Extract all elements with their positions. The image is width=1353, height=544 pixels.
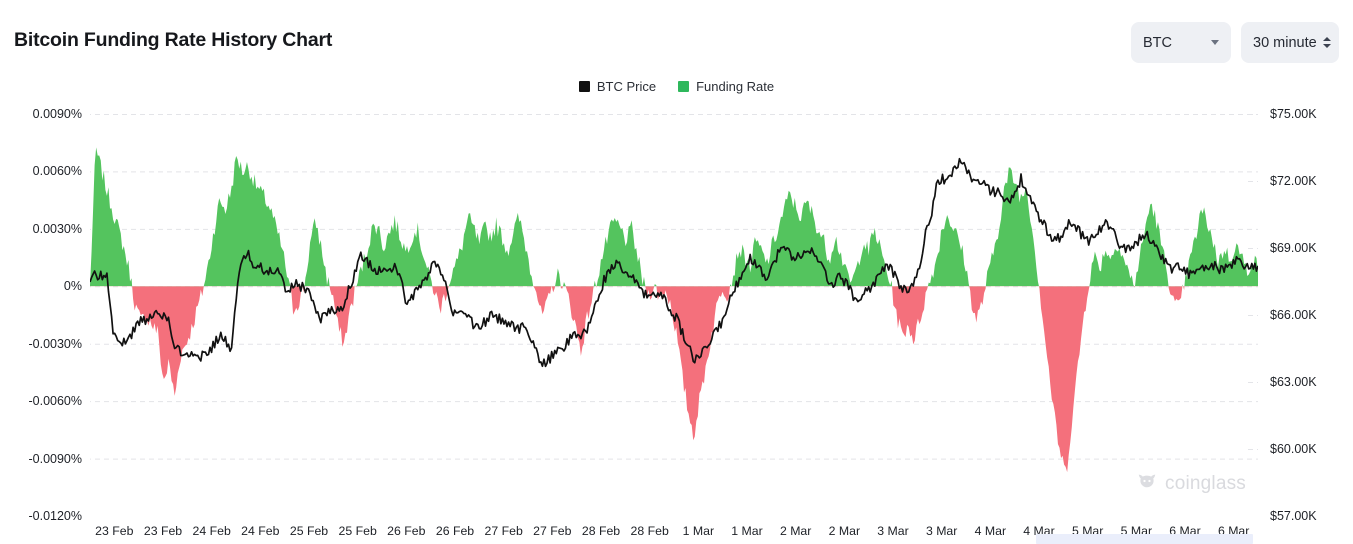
right-axis-tick: $72.00K [1270, 174, 1317, 188]
left-axis-tick: 0.0030% [32, 221, 82, 236]
funding-rate-area [90, 147, 1258, 287]
x-axis-tick: 25 Feb [289, 524, 329, 538]
x-axis-tick: 1 Mar [731, 524, 763, 538]
x-axis-tick: 23 Feb [143, 524, 183, 538]
x-axis-tick: 1 Mar [682, 524, 715, 538]
legend-swatch-icon [678, 81, 690, 92]
right-axis-tick: $69.00K [1270, 241, 1317, 255]
asset-selector-value: BTC [1143, 34, 1172, 51]
funding-rate-area [90, 286, 1258, 473]
x-axis-tick: 23 Feb [95, 524, 134, 538]
x-axis-tick: 27 Feb [484, 524, 523, 538]
legend-item-funding-rate[interactable]: Funding Rate [678, 79, 774, 94]
x-axis-tick: 27 Feb [533, 524, 572, 538]
chart-controls: BTC 30 minute [1131, 22, 1339, 63]
x-axis-tick: 26 Feb [387, 524, 426, 538]
right-axis-tick: $66.00K [1270, 308, 1317, 322]
asset-selector[interactable]: BTC [1131, 22, 1231, 63]
right-axis: $75.00K $72.00K $69.00K $66.00K $63.00K $60.0… [1264, 107, 1353, 523]
legend-label: BTC Price [596, 79, 657, 94]
timeframe-selector[interactable]: 30 minute [1241, 22, 1339, 63]
x-axis-tick: 3 Mar [925, 524, 958, 538]
x-axis-tick: 2 Mar [779, 524, 812, 538]
chart-range-scrollbar[interactable] [90, 534, 1258, 544]
x-axis-tick: 2 Mar [828, 524, 861, 538]
left-axis-tick: -0.0090% [28, 451, 82, 466]
left-axis-tick: 0.0090% [32, 107, 82, 121]
left-axis-tick: 0.0060% [32, 164, 82, 179]
right-axis-tick: $75.00K [1270, 107, 1317, 121]
legend-swatch-icon [578, 81, 590, 92]
chart-legend: BTC Price Funding Rate [0, 79, 1353, 94]
btc-price-line [90, 157, 1258, 368]
left-axis-tick: -0.0030% [28, 336, 82, 351]
chevron-down-icon [1211, 40, 1219, 45]
left-axis-tick: -0.0120% [28, 509, 82, 523]
right-axis-tick: $60.00K [1270, 442, 1317, 456]
x-axis-tick: 28 Feb [630, 524, 669, 538]
right-axis-tick: $63.00K [1270, 375, 1317, 389]
left-axis-tick: -0.0060% [28, 394, 82, 409]
left-axis-tick: 0% [63, 279, 82, 294]
page-title: Bitcoin Funding Rate History Chart [14, 29, 333, 51]
x-axis-tick: 4 Mar [974, 524, 1007, 538]
range-scrollbar-thumb[interactable] [1036, 534, 1254, 544]
x-axis-tick: 24 Feb [241, 524, 280, 538]
legend-item-btc-price[interactable]: BTC Price [578, 79, 657, 94]
timeframe-selector-value: 30 minute [1253, 34, 1317, 51]
right-axis-tick: $57.00K [1270, 509, 1317, 523]
plot-canvas[interactable] [90, 114, 1258, 516]
chevron-up-down-icon [1322, 37, 1331, 48]
legend-label: Funding Rate [696, 79, 775, 94]
x-axis-tick: 26 Feb [435, 524, 475, 538]
page-header: Bitcoin Funding Rate History Chart BTC 3… [0, 0, 1353, 80]
x-axis-tick: 25 Feb [338, 524, 377, 538]
x-axis-tick: 28 Feb [581, 524, 621, 538]
left-axis: 0.0090% 0.0060% 0.0030% 0% -0.0030% -0.0060% -… [0, 107, 86, 523]
x-axis-tick: 3 Mar [877, 524, 909, 538]
x-axis-tick: 24 Feb [192, 524, 231, 538]
chart-area: 0.0090% 0.0060% 0.0030% 0% -0.0030% -0.0060% -… [0, 100, 1353, 544]
